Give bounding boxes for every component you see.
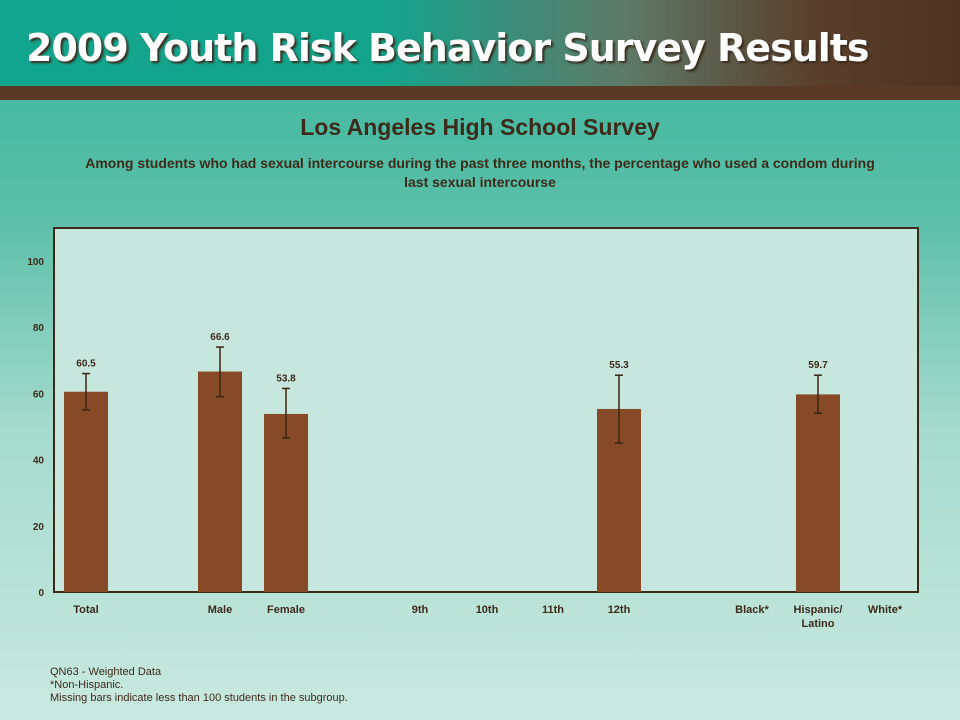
category-label: Female: [267, 604, 305, 616]
title-banner: 2009 Youth Risk Behavior Survey Results: [0, 0, 960, 86]
bar: [64, 391, 108, 592]
chart-title: Los Angeles High School Survey: [300, 114, 660, 140]
data-label: 66.6: [210, 332, 230, 343]
data-label: 59.7: [808, 360, 828, 371]
data-label: 60.5: [76, 359, 96, 370]
category-label: White*: [868, 604, 903, 616]
banner-title: 2009 Youth Risk Behavior Survey Results: [26, 26, 870, 70]
footnote-line: Missing bars indicate less than 100 stud…: [50, 692, 348, 704]
footnote-line: *Non-Hispanic.: [50, 679, 124, 691]
footnotes: QN63 - Weighted Data *Non-Hispanic. Miss…: [50, 666, 348, 705]
y-tick-label: 80: [33, 323, 45, 334]
category-label: 10th: [476, 604, 499, 616]
category-label: Total: [73, 604, 98, 616]
bar: [198, 371, 242, 592]
banner-divider: [0, 86, 960, 100]
y-tick-label: 20: [33, 522, 45, 533]
y-tick-label: 40: [33, 456, 45, 467]
footnote-line: QN63 - Weighted Data: [50, 666, 162, 678]
data-label: 55.3: [609, 360, 629, 371]
category-label: 11th: [542, 604, 564, 616]
category-label: 9th: [412, 604, 429, 616]
bar: [796, 394, 840, 592]
category-label: Male: [208, 604, 232, 616]
plot-area: [53, 227, 919, 593]
y-tick-label: 0: [38, 588, 44, 599]
y-tick-label: 100: [27, 257, 44, 268]
category-label: Black*: [735, 604, 769, 616]
category-label: 12th: [608, 604, 631, 616]
y-tick-label: 60: [33, 389, 45, 400]
chart-subtitle: Among students who had sexual intercours…: [85, 155, 875, 190]
category-label: Hispanic/Latino: [794, 604, 843, 630]
data-label: 53.8: [276, 373, 296, 384]
bar: [264, 413, 308, 592]
